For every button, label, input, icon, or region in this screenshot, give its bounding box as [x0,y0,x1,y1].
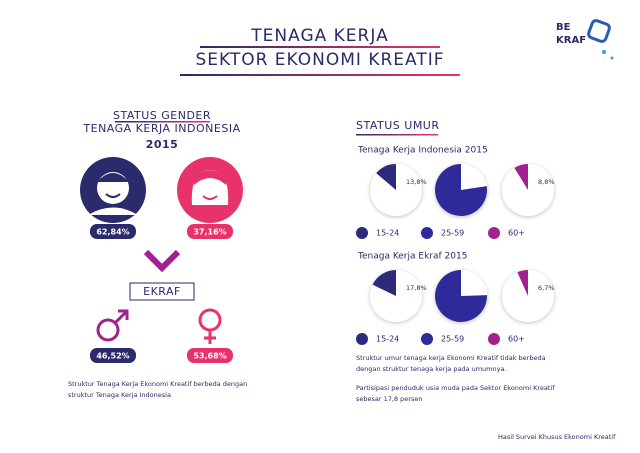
pill [187,348,233,363]
pie-slice [372,270,396,296]
divider [200,46,440,48]
heading: 2015 [146,138,179,151]
legend-label: 15-24 [376,335,399,344]
divider [115,121,210,123]
legend-dot [421,227,433,239]
divider [180,74,460,76]
pie-slice [514,164,528,190]
ekraf-label: EKRAF [143,285,181,298]
note: sebesar 17,8 persen [356,395,422,403]
pill [90,224,136,239]
legend-label: 25-59 [441,229,464,238]
female-share: 37,16% [193,228,226,237]
legend-label: 15-24 [376,229,399,238]
logo: BE [556,22,571,33]
logo: KRAF [556,35,586,46]
ekraf-box [129,282,195,301]
note: dengan struktur tenaga kerja pada umumny… [356,365,507,373]
legend-dot [421,333,433,345]
note: struktur Tenaga Kerja Indonesia [68,391,171,399]
female-symbol [198,308,222,344]
title: SEKTOR EKONOMI KREATIF [195,50,444,70]
logo-mark [587,19,614,60]
heading: TENAGA KERJA INDONESIA [82,122,240,135]
legend-label: 25-59 [441,335,464,344]
group-title: Tenaga Kerja Indonesia 2015 [357,146,488,156]
male-share: 46,52% [96,352,129,361]
legend-dot [356,333,368,345]
slice-label: 6,7% [538,284,555,292]
legend-dot [488,333,500,345]
note: Struktur umur tenaga kerja Ekonomi Kreat… [356,354,546,362]
female-icon [177,157,243,223]
slice-label: 8,8% [538,178,555,186]
male-share: 62,84% [96,228,129,237]
male-symbol [96,309,129,342]
pie-slice [434,164,487,217]
pie-slice [434,269,487,322]
group-title: Tenaga Kerja Ekraf 2015 [357,252,467,262]
chevron [143,249,181,273]
heading: STATUS GENDER [113,109,211,122]
male-icon [80,157,146,223]
legend-dot [488,227,500,239]
legend-dot [356,227,368,239]
pill [187,224,233,239]
pie-slice [376,164,396,190]
legend-label: 60+ [508,229,525,238]
heading: STATUS UMUR [356,119,440,132]
title: TENAGA KERJA [250,26,388,46]
pill [90,348,136,363]
slice-label: 13,8% [406,178,427,186]
slice-label: 17,8% [406,284,427,292]
footer: Hasil Survei Khusus Ekonomi Kreatif [498,433,616,441]
female-share: 53,68% [193,352,226,361]
pie-slice [517,270,528,296]
note: Partisipasi penduduk usia muda pada Sekt… [356,384,555,392]
slice-label: 77,4% [471,178,492,186]
note: Struktur Tenaga Kerja Ekonomi Kreatif be… [68,380,247,388]
legend-label: 60+ [508,335,525,344]
slice-label: 75,5% [471,284,492,292]
divider [356,134,438,136]
